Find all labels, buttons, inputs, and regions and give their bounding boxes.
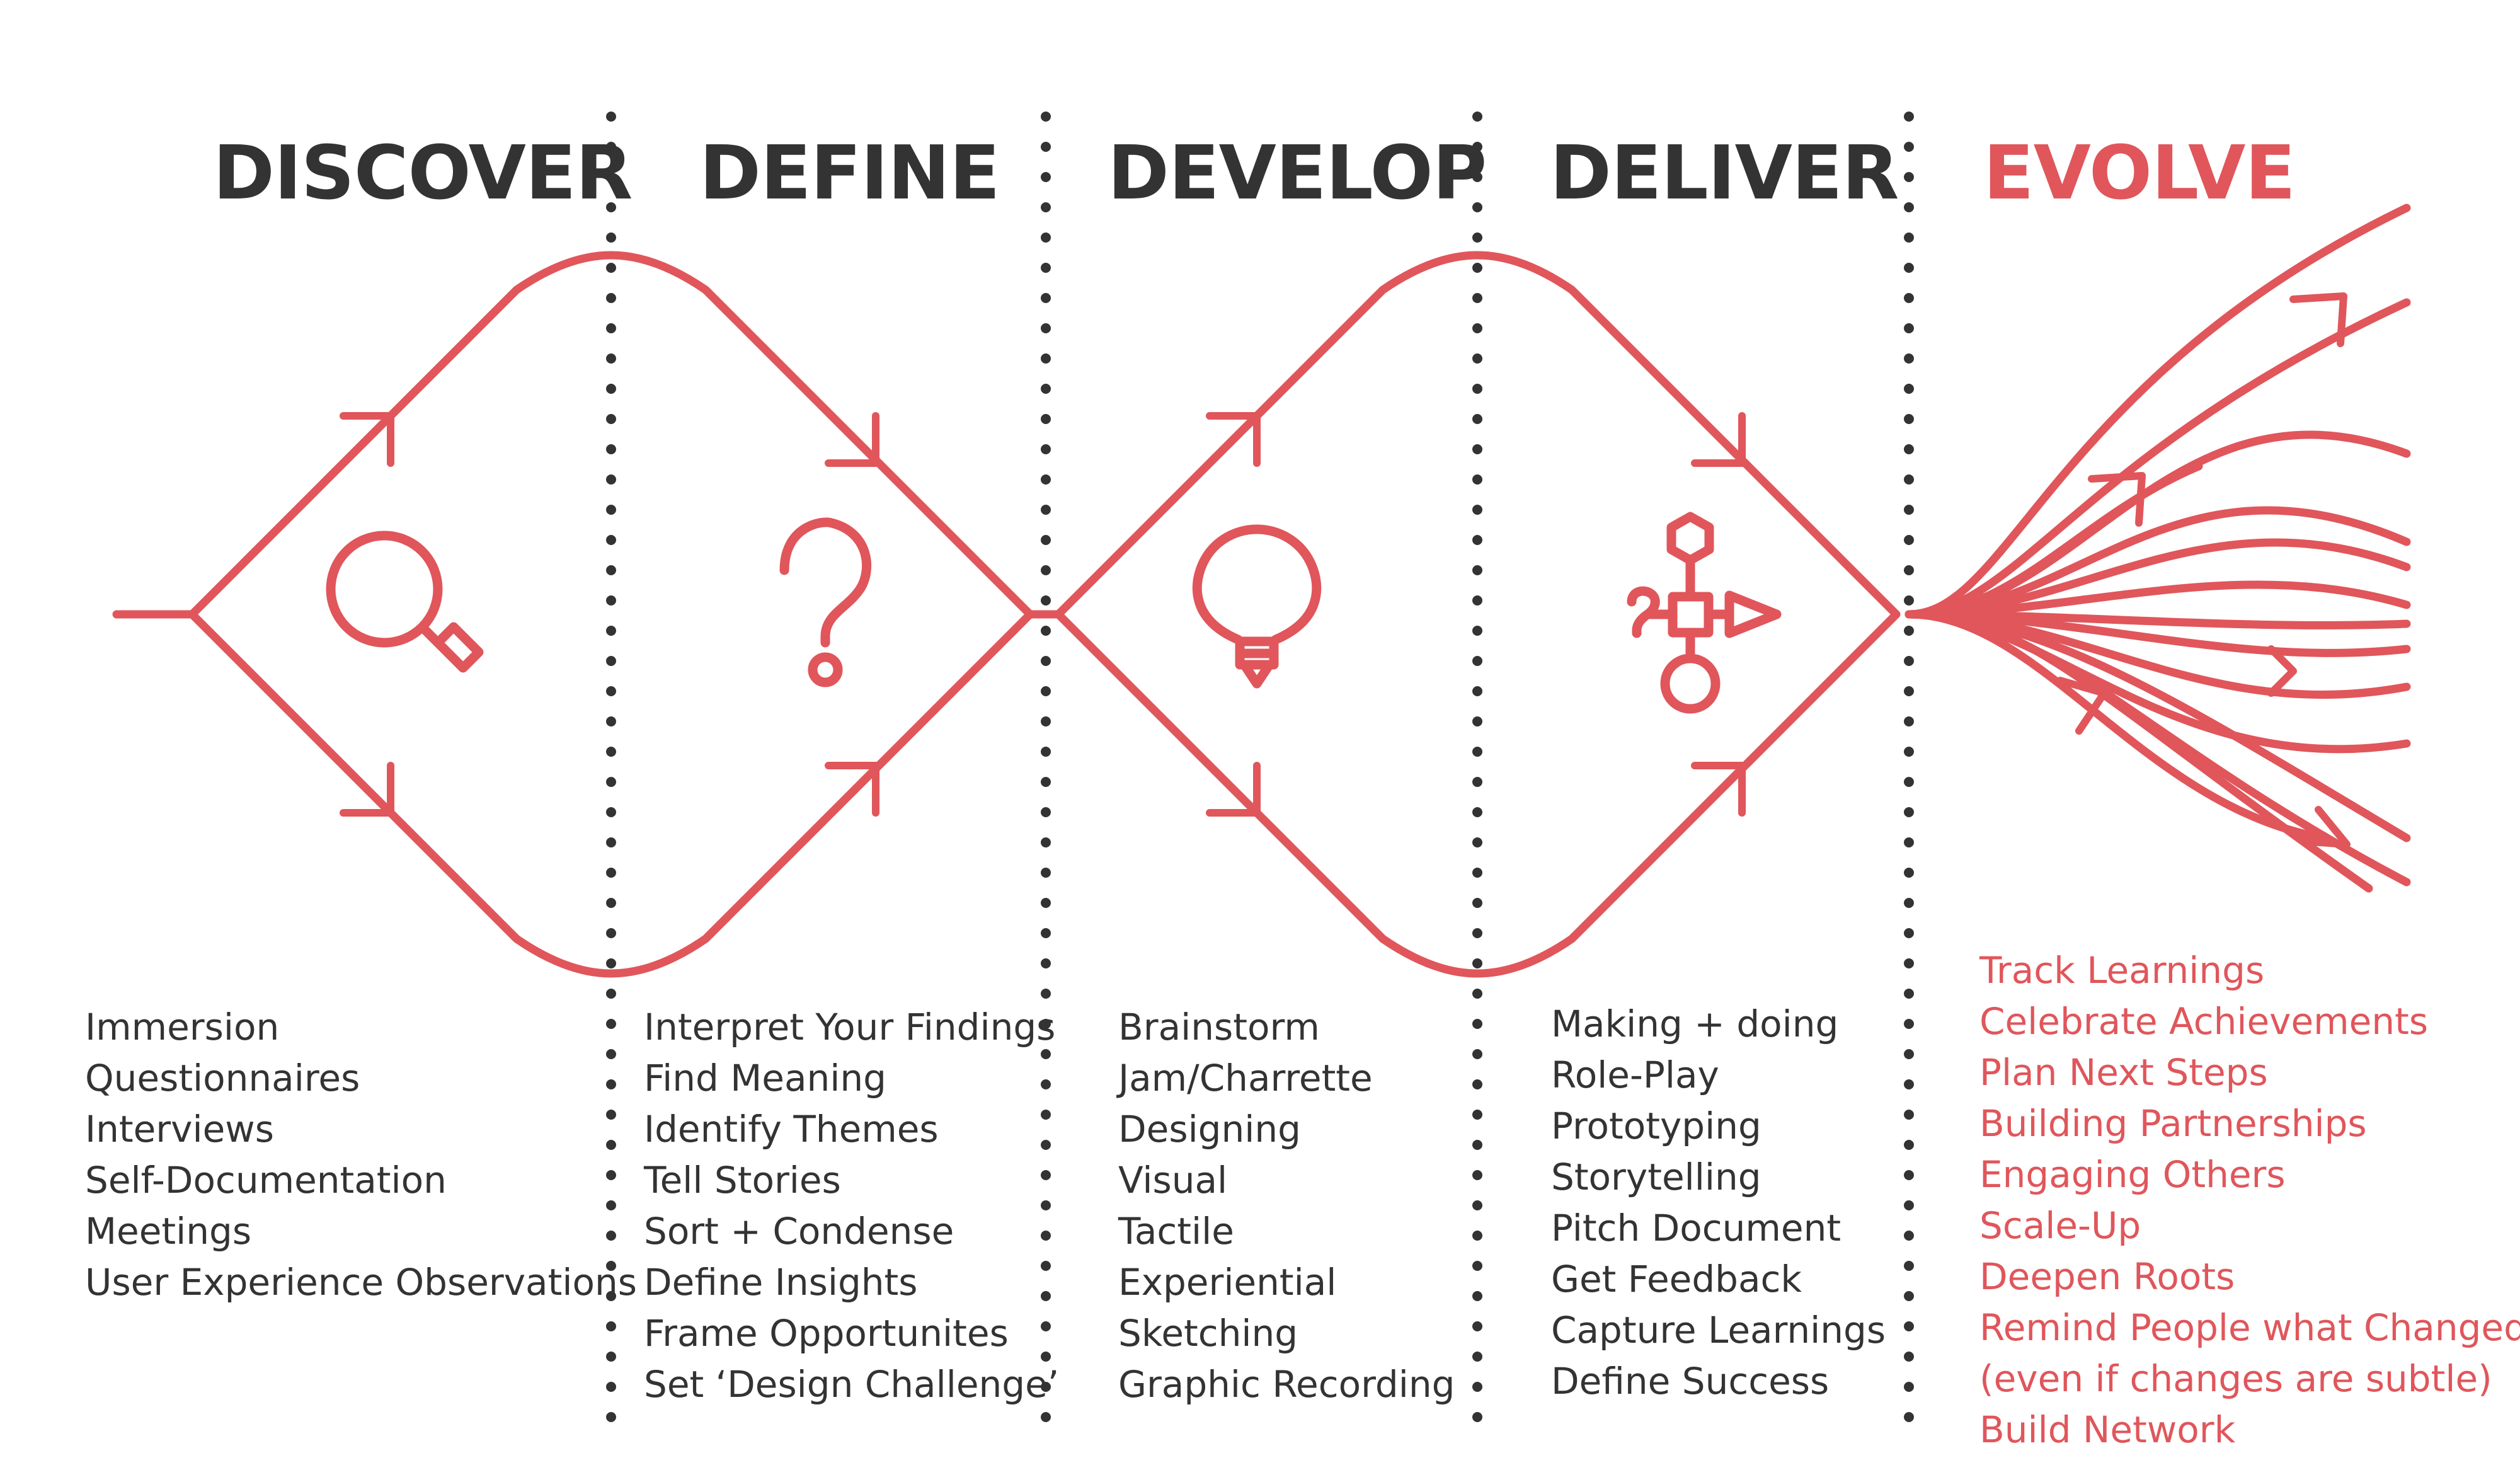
phase-title-develop: DEVELOP: [1108, 129, 1487, 216]
list-item: Capture Learnings: [1551, 1309, 1886, 1352]
list-item: Role-Play: [1551, 1054, 1719, 1096]
list-item: Celebrate Achievements: [1979, 1000, 2429, 1043]
list-item: Interpret Your Findings: [644, 1006, 1056, 1048]
list-item: Define Insights: [644, 1261, 918, 1304]
list-item: Get Feedback: [1551, 1258, 1802, 1301]
list-item: Visual: [1118, 1159, 1228, 1202]
branching-lines-icon: [1904, 204, 2411, 893]
evolve-arrow-5: [2299, 806, 2351, 848]
phase-title-deliver: DELIVER: [1550, 129, 1899, 216]
arrow-discover-top: [340, 412, 394, 467]
list-item: Remind People what Changed: [1979, 1306, 2520, 1349]
list-item: Track Learnings: [1979, 949, 2265, 992]
list-item: Build Network: [1979, 1408, 2236, 1451]
list-item: Pitch Document: [1551, 1207, 1841, 1249]
lightbulb-icon: [1192, 524, 1322, 689]
list-item: Brainstorm: [1118, 1006, 1320, 1048]
list-item: Set ‘Design Challenge’: [644, 1363, 1060, 1406]
list-item: Prototyping: [1551, 1105, 1761, 1147]
develop-methods-list: Brainstorm Jam/Charrette Designing Visua…: [1118, 1002, 1455, 1410]
list-item: Sketching: [1118, 1312, 1298, 1355]
list-item: Storytelling: [1551, 1156, 1761, 1198]
list-item: Immersion: [85, 1006, 280, 1048]
evolve-arrow-4: [2056, 677, 2108, 735]
list-item: Self-Documentation: [85, 1159, 447, 1202]
list-item: Jam/Charrette: [1118, 1057, 1373, 1100]
evolve-arrow-1: [2289, 292, 2347, 347]
arrow-deliver-bottom: [1691, 762, 1746, 817]
question-mark-icon: [779, 517, 871, 687]
evolve-methods-list: Track Learnings Celebrate Achievements P…: [1979, 945, 2520, 1456]
list-item: Scale-Up: [1979, 1204, 2141, 1247]
list-item: Engaging Others: [1979, 1153, 2286, 1196]
list-item: Graphic Recording: [1118, 1363, 1455, 1406]
phase-title-define: DEFINE: [699, 129, 1000, 216]
list-item: Deepen Roots: [1979, 1255, 2235, 1298]
list-item: Plan Next Steps: [1979, 1051, 2268, 1094]
list-item: Identify Themes: [644, 1108, 939, 1151]
evolve-arrows: [2056, 292, 2351, 848]
second-diamond-outline: [1054, 251, 1901, 978]
list-item: Frame Opportunites: [644, 1312, 1009, 1355]
list-item: Sort + Condense: [644, 1210, 954, 1253]
double-diamond: [112, 251, 1901, 978]
arrow-develop-top: [1206, 412, 1261, 467]
list-item: Questionnaires: [85, 1057, 360, 1100]
arrow-deliver-top: [1691, 412, 1746, 467]
evolve-arrow-2: [2088, 472, 2146, 527]
list-item: User Experience Observations: [85, 1261, 637, 1304]
list-item: Making + doing: [1551, 1002, 1839, 1045]
arrow-define-top: [825, 412, 879, 467]
list-item: Building Partnerships: [1979, 1102, 2367, 1145]
discover-methods-list: Immersion Questionnaires Interviews Self…: [85, 1002, 637, 1308]
list-item: Tell Stories: [644, 1159, 841, 1202]
list-item: Experiential: [1118, 1261, 1337, 1304]
list-item: Define Success: [1551, 1360, 1830, 1403]
direction-arrows: [340, 412, 1746, 817]
list-item: Tactile: [1118, 1210, 1234, 1253]
arrow-discover-bottom: [340, 762, 394, 817]
list-item: Designing: [1118, 1108, 1301, 1151]
deliver-methods-list: Making + doing Role-Play Prototyping Sto…: [1551, 999, 1886, 1407]
define-methods-list: Interpret Your Findings Find Meaning Ide…: [644, 1002, 1059, 1410]
list-item: Find Meaning: [644, 1057, 886, 1100]
arrow-define-bottom: [825, 762, 879, 817]
phase-title-evolve: EVOLVE: [1983, 129, 2296, 216]
list-item: Meetings: [85, 1210, 252, 1253]
list-item: Interviews: [85, 1108, 274, 1151]
process-flow-icon: [1627, 512, 1782, 714]
evolve-arrow-3: [2267, 645, 2297, 697]
arrow-develop-bottom: [1206, 762, 1261, 817]
magnifier-icon: [326, 531, 484, 673]
phase-title-discover: DISCOVER: [213, 129, 633, 216]
list-item: (even if changes are subtle): [1979, 1357, 2492, 1400]
